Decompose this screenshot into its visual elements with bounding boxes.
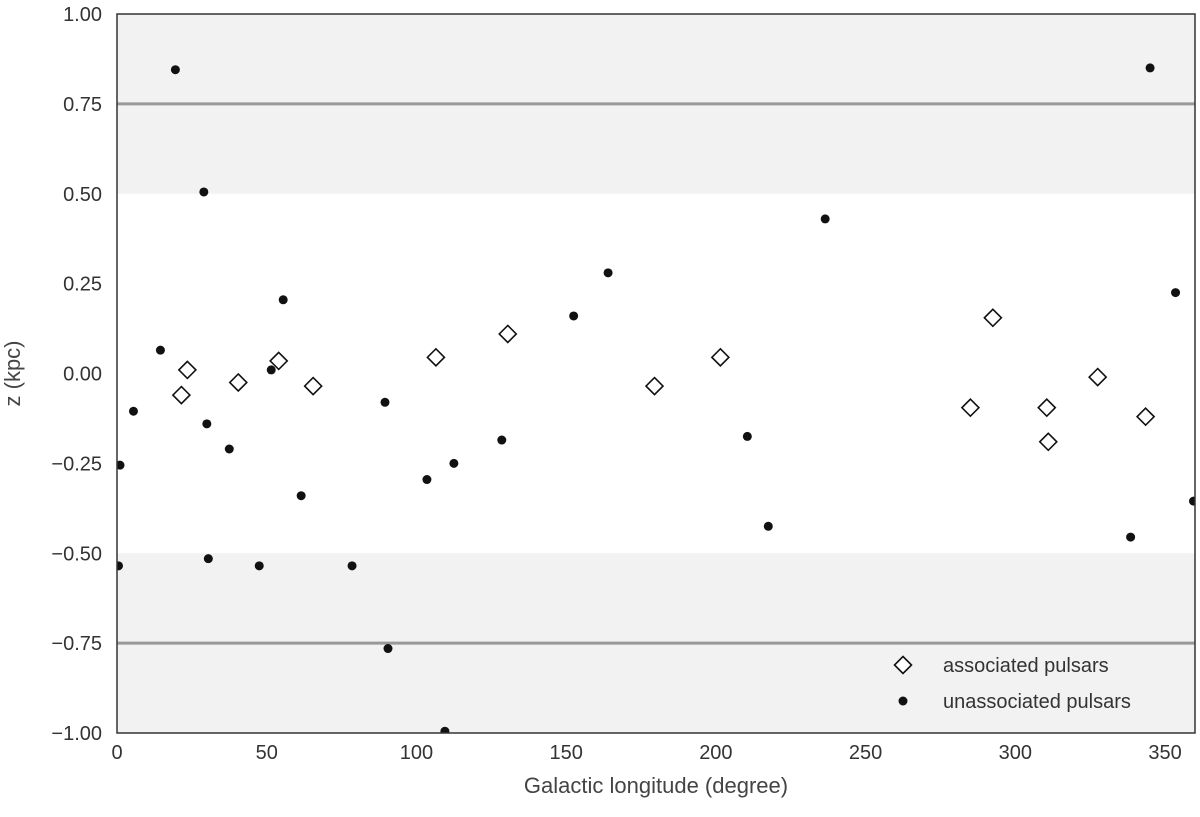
- legend-label-associated: associated pulsars: [943, 655, 1109, 677]
- associated-pulsar-point: [171, 385, 192, 405]
- associated-pulsar-point: [1038, 432, 1058, 452]
- unassociated-pulsar-point: [497, 435, 507, 445]
- unassociated-pulsar-point: [1189, 496, 1195, 506]
- unassociated-pulsar-point: [224, 444, 234, 454]
- associated-pulsar-point: [960, 398, 981, 418]
- unassociated-pulsar-point: [117, 561, 123, 571]
- unassociated-pulsar-point: [278, 295, 288, 305]
- unassociated-pulsar-point: [742, 431, 752, 441]
- unassociated-pulsar-point: [128, 406, 138, 416]
- y-tick-label: 1.00: [63, 4, 102, 26]
- unassociated-pulsar-point: [203, 554, 213, 564]
- x-tick-label: 250: [849, 742, 882, 764]
- unassociated-pulsar-point: [1126, 532, 1136, 542]
- unassociated-pulsar-point: [422, 475, 432, 485]
- x-tick-label: 50: [256, 742, 278, 764]
- associated-pulsar-point: [177, 360, 198, 380]
- unassociated-pulsar-point: [449, 458, 459, 468]
- unassociated-pulsar-point: [440, 726, 450, 733]
- legend-label-unassociated: unassociated pulsars: [943, 691, 1131, 713]
- associated-pulsar-point: [1088, 367, 1108, 387]
- y-tick-label: 0.75: [63, 94, 102, 116]
- x-tick-label: 350: [1148, 742, 1181, 764]
- unassociated-pulsar-point: [117, 460, 125, 470]
- y-tick-label: −0.25: [51, 453, 102, 475]
- associated-pulsar-point: [498, 324, 518, 344]
- associated-pulsar-point: [1135, 407, 1156, 427]
- x-tick-label: 300: [999, 742, 1032, 764]
- y-tick-label: −0.50: [51, 543, 102, 565]
- associated-pulsar-point: [644, 376, 665, 396]
- y-axis-label: z (kpc): [0, 341, 25, 407]
- associated-pulsar-point: [303, 376, 323, 396]
- unassociated-pulsar-point: [603, 268, 613, 278]
- y-tick-label: −1.00: [51, 723, 102, 745]
- unassociated-pulsar-point: [296, 491, 306, 501]
- associated-pulsar-point: [983, 308, 1003, 328]
- unassociated-pulsar-point: [155, 345, 165, 355]
- unassociated-pulsar-point: [383, 644, 393, 654]
- unassociated-pulsar-point: [763, 521, 773, 531]
- unassociated-pulsar-point: [347, 561, 357, 571]
- unassociated-pulsar-point: [199, 187, 209, 197]
- y-tick-label: 0.50: [63, 184, 102, 206]
- associated-pulsar-point: [710, 347, 731, 367]
- unassociated-pulsar-point: [1171, 288, 1181, 298]
- x-axis-label: Galactic longitude (degree): [524, 773, 788, 798]
- legend-diamond-icon: [893, 655, 913, 675]
- x-tick-label: 150: [549, 742, 582, 764]
- y-tick-label: 0.25: [63, 274, 102, 296]
- plot-frame: [116, 13, 1196, 734]
- y-tick-label: 0.00: [63, 364, 102, 386]
- unassociated-pulsar-point: [1145, 63, 1155, 73]
- unassociated-pulsar-point: [820, 214, 830, 224]
- x-tick-label: 0: [111, 742, 122, 764]
- unassociated-pulsar-point: [569, 311, 579, 321]
- unassociated-pulsar-point: [380, 397, 390, 407]
- unassociated-pulsar-point: [266, 365, 276, 375]
- unassociated-pulsar-point: [202, 419, 212, 429]
- unassociated-pulsar-point: [254, 561, 264, 571]
- associated-pulsar-point: [228, 372, 248, 393]
- x-tick-label: 100: [400, 742, 433, 764]
- x-tick-label: 200: [699, 742, 732, 764]
- legend-dot-icon: [898, 696, 908, 706]
- associated-pulsar-point: [269, 351, 289, 371]
- y-tick-label: −0.75: [51, 633, 102, 655]
- unassociated-pulsar-point: [170, 65, 180, 75]
- associated-pulsar-point: [1037, 398, 1057, 418]
- associated-pulsar-point: [426, 347, 446, 367]
